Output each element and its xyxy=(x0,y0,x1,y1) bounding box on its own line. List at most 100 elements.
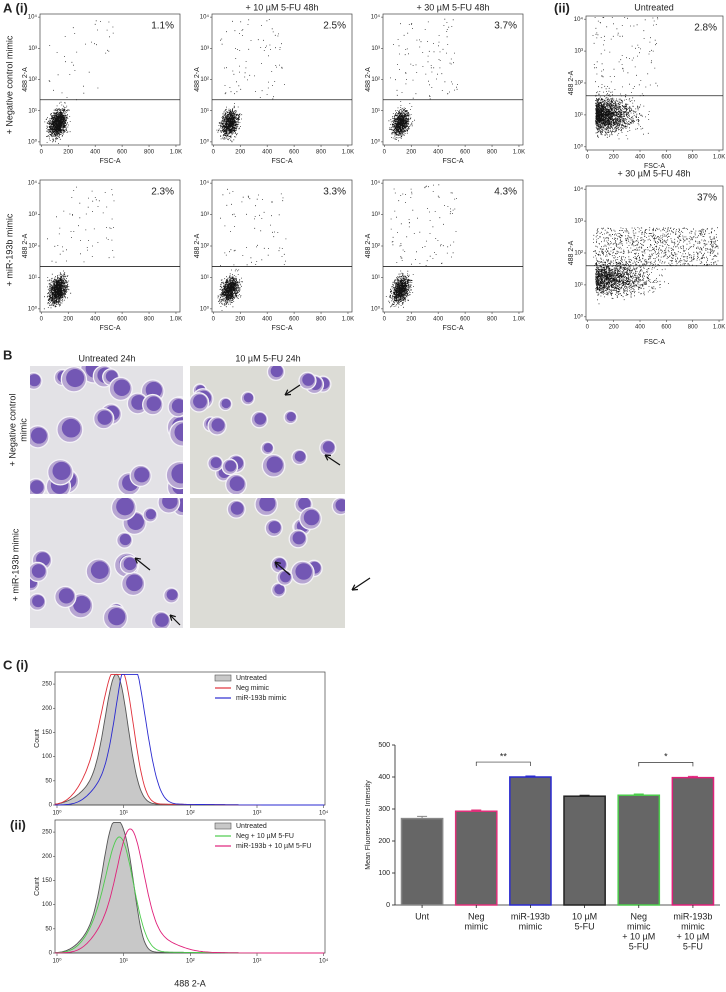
y-axis-label: Count xyxy=(34,729,41,748)
y-tick-label: 10¹ xyxy=(371,275,380,281)
scatter-plot: 0 200 400 600 800 1.0K 10⁰ 10¹ 10² 10³ 10⁴ FSC-A 488… xyxy=(568,15,725,170)
cells xyxy=(226,498,345,598)
x-tick-label: 1.0K xyxy=(342,317,354,323)
x-tick-label: + 10 µM xyxy=(676,931,709,941)
cell-nucleus xyxy=(145,381,163,399)
cell-nucleus xyxy=(171,399,183,414)
y-tick-label: 10⁴ xyxy=(28,14,38,21)
y-tick-label: 10³ xyxy=(28,212,37,218)
x-tick-label: 10⁰ xyxy=(52,810,62,817)
x-tick-label: 1.0K xyxy=(713,155,725,161)
y-tick-label: 50 xyxy=(45,778,52,784)
y-tick-label: 10³ xyxy=(200,46,209,52)
x-axis-label: 488 2-A xyxy=(174,978,206,988)
event-dots xyxy=(216,19,285,143)
arrow xyxy=(274,561,291,576)
cell-nucleus xyxy=(225,460,237,472)
cell-nucleus xyxy=(259,498,276,512)
y-tick-label: 150 xyxy=(42,878,53,884)
cell-nucleus xyxy=(274,584,285,595)
x-tick-label: 800 xyxy=(316,317,327,323)
cell-nucleus xyxy=(162,498,178,510)
cell-nucleus xyxy=(266,456,283,473)
x-tick-label: 800 xyxy=(487,150,498,156)
cell-nucleus xyxy=(30,480,44,494)
y-tick-label: 0 xyxy=(386,902,390,909)
x-tick-label: 10¹ xyxy=(119,959,128,965)
cell-nucleus xyxy=(66,369,85,388)
error-bar xyxy=(579,794,590,797)
x-tick-label: + 10 µM xyxy=(622,931,655,941)
arrow-head xyxy=(351,584,359,591)
panel-label: (ii) xyxy=(10,817,26,832)
x-tick-label: 10 µM xyxy=(572,911,597,921)
y-tick-label: 10² xyxy=(574,251,583,257)
x-tick-label: 400 xyxy=(262,150,273,156)
cell-nucleus xyxy=(61,418,81,438)
y-tick-label: 10⁰ xyxy=(371,138,381,145)
event-dots xyxy=(217,188,287,311)
significance-label: * xyxy=(664,752,668,762)
gate-percentage: 2.5% xyxy=(323,21,346,32)
scatter-plot: 0 200 400 600 800 1.0K 10⁰ 10¹ 10² 10³ 10⁴ FSC-A 488… xyxy=(568,185,725,346)
x-axis-label: FSC-A xyxy=(100,325,121,332)
cell-nucleus xyxy=(126,574,143,592)
y-tick-label: 0 xyxy=(49,951,53,957)
x-tick-label: 10² xyxy=(186,959,195,965)
x-tick-label: Unt xyxy=(415,911,430,921)
y-tick-label: 10⁴ xyxy=(200,180,210,187)
y-tick-label: 10³ xyxy=(371,46,380,52)
cell-nucleus xyxy=(30,374,41,387)
x-tick-label: 600 xyxy=(117,150,128,156)
y-tick-label: 10¹ xyxy=(28,108,37,114)
y-tick-label: 10¹ xyxy=(28,275,37,281)
event-dots xyxy=(592,17,659,140)
x-tick-label: 0 xyxy=(383,317,387,323)
x-axis-label: FSC-A xyxy=(443,158,464,165)
significance-label: ** xyxy=(500,751,508,761)
y-tick-label: 10⁴ xyxy=(371,180,381,187)
cell-nucleus xyxy=(229,476,245,492)
cell-nucleus xyxy=(254,412,267,425)
row-label: + miR-193b mimic xyxy=(10,528,20,601)
cell-nucleus xyxy=(263,443,273,453)
column-title: + 10 µM 5-FU 48h xyxy=(246,2,319,12)
micrograph xyxy=(190,498,345,628)
x-axis-label: FSC-A xyxy=(644,339,665,346)
gate-percentage: 3.7% xyxy=(494,21,517,32)
y-axis-label: 488 2-A xyxy=(568,240,575,265)
y-tick-label: 100 xyxy=(42,902,53,908)
y-tick-label: 10² xyxy=(28,77,37,83)
x-tick-label: 10⁴ xyxy=(319,810,329,817)
bar xyxy=(509,776,552,906)
legend-label: miR-193b + 10 µM 5-FU xyxy=(236,843,311,850)
x-tick-label: 200 xyxy=(609,155,620,161)
scatter-plot: 0 200 400 600 800 1.0K 10⁰ 10¹ 10² 10³ 10⁴ FSC-A 488… xyxy=(365,13,525,165)
y-axis-label: Mean Fluorescence Intensity xyxy=(365,780,372,870)
x-tick-label: 10⁰ xyxy=(52,958,62,965)
bar xyxy=(563,795,606,906)
cell-nucleus xyxy=(90,561,109,579)
x-axis-label: FSC-A xyxy=(644,163,665,170)
x-tick-label: 1.0K xyxy=(342,150,354,156)
y-axis-label: 488 2-A xyxy=(22,67,29,92)
x-tick-label: 200 xyxy=(406,317,417,323)
x-tick-label: mimic xyxy=(465,921,489,931)
cell-nucleus xyxy=(322,441,335,453)
x-tick-label: 5-FU xyxy=(575,921,595,931)
bar-chart: 0 100 200 300 400 500 Mean Fluorescence Intens… xyxy=(365,742,720,951)
legend-label: miR-193b mimic xyxy=(236,695,287,702)
bar xyxy=(400,817,444,906)
y-tick-label: 100 xyxy=(42,754,53,760)
cell-nucleus xyxy=(73,595,91,614)
y-tick-label: 10³ xyxy=(371,212,380,218)
x-tick-label: 10² xyxy=(186,811,195,817)
bar xyxy=(617,794,661,906)
y-tick-label: 10⁴ xyxy=(574,16,584,23)
x-tick-label: 600 xyxy=(289,150,300,156)
cells xyxy=(30,366,183,494)
x-tick-label: mimic xyxy=(519,921,543,931)
y-tick-label: 10² xyxy=(574,81,583,87)
legend-swatch xyxy=(214,822,232,830)
y-tick-label: 10¹ xyxy=(200,275,209,281)
